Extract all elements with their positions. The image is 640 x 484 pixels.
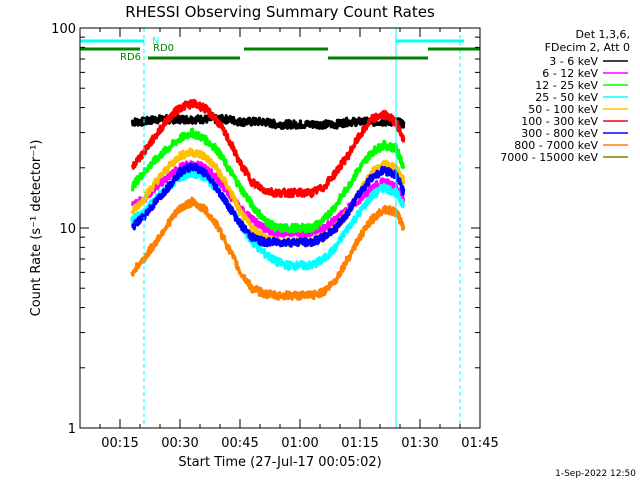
x-tick-label: 01:00 <box>281 436 318 451</box>
legend-label-100-300-kev: 100 - 300 keV <box>521 115 598 128</box>
series-line-300-800-kev <box>130 162 406 248</box>
legend-header-detectors: Det 1,3,6, <box>575 28 630 41</box>
x-tick-label: 00:30 <box>161 436 198 451</box>
legend-label-12-25-kev: 12 - 25 keV <box>535 79 598 92</box>
y-tick-label: 100 <box>51 22 76 37</box>
x-axis-label: Start Time (27-Jul-17 00:05:02) <box>178 455 381 470</box>
x-tick-label: 01:30 <box>401 436 438 451</box>
legend-label-3-6-kev: 3 - 6 keV <box>549 55 598 68</box>
y-tick-label: 1 <box>68 422 76 437</box>
series-line-3-6-kev <box>130 113 406 130</box>
y-axis-label: Count Rate (s⁻¹ detector⁻¹) <box>29 140 44 317</box>
series-layer <box>130 98 406 301</box>
legend-label-6-12-kev: 6 - 12 keV <box>542 67 598 80</box>
legend-label-300-800-kev: 300 - 800 keV <box>521 127 598 140</box>
annotation-label-rd6: RD6 <box>120 52 141 63</box>
legend-label-800-7000-kev: 800 - 7000 keV <box>514 139 598 152</box>
footer-timestamp: 1-Sep-2022 12:50 <box>555 469 636 479</box>
legend-header-fdecim: FDecim 2, Att 0 <box>545 41 630 54</box>
series-line-12-25-kev <box>130 127 406 234</box>
y-tick-label: 10 <box>59 222 76 237</box>
legend-label-25-50-kev: 25 - 50 keV <box>535 91 598 104</box>
axis-layer: 1 10 100 00:15 00:30 00:45 01:00 01:15 01:30 01:4… <box>51 22 499 451</box>
x-tick-label: 01:15 <box>341 436 378 451</box>
legend-label-50-100-kev: 50 - 100 keV <box>528 103 598 116</box>
series-line-100-300-kev <box>130 98 406 199</box>
series-line-800-7000-kev <box>130 196 406 301</box>
x-tick-label: 00:15 <box>101 436 138 451</box>
annotation-label-n: N <box>152 36 159 47</box>
legend-label-7000-15000-kev: 7000 - 15000 keV <box>500 151 598 164</box>
x-tick-label: 01:45 <box>461 436 498 451</box>
annotation-label-rd0: RD0 <box>153 43 174 54</box>
x-tick-label: 00:45 <box>221 436 258 451</box>
chart-title: RHESSI Observing Summary Count Rates <box>125 3 435 21</box>
